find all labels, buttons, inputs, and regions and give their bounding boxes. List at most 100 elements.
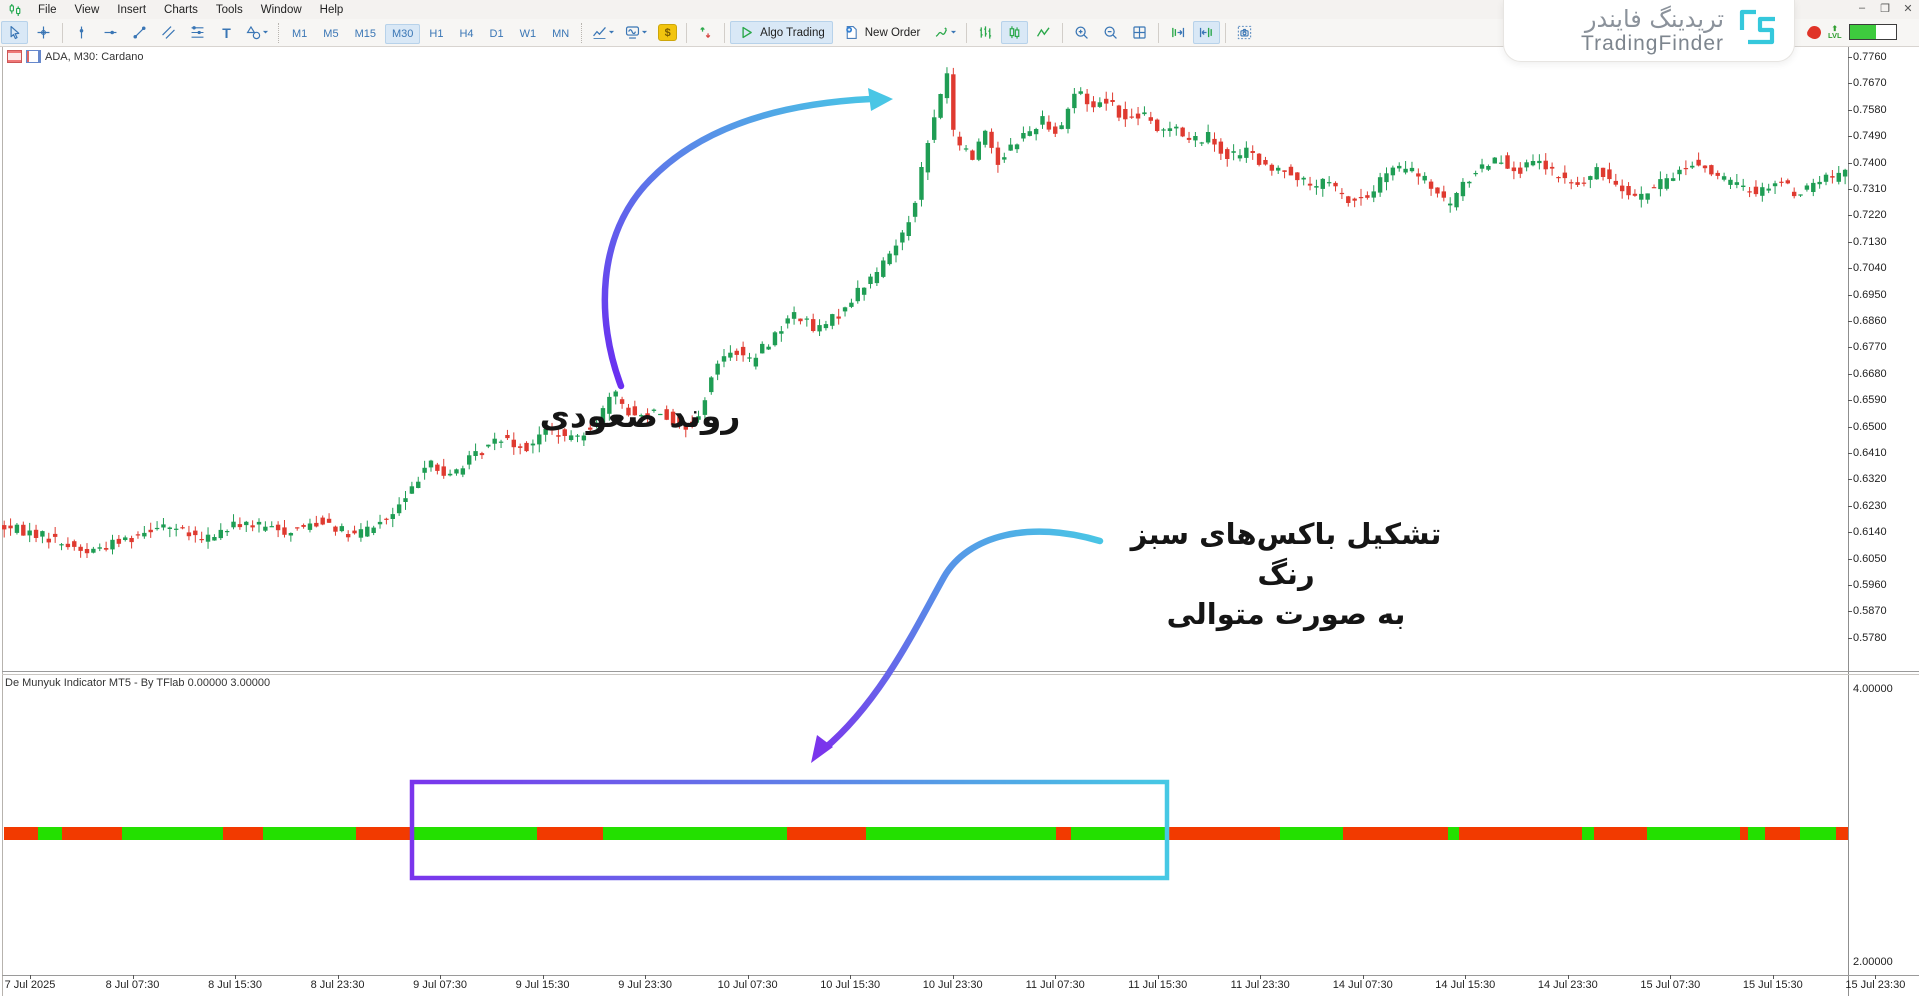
chart-type-button[interactable] — [588, 21, 619, 44]
price-tick — [1848, 532, 1852, 534]
zoom-out-button[interactable] — [1097, 21, 1124, 44]
timeframe-h1[interactable]: H1 — [429, 27, 444, 40]
time-label: 8 Jul 15:30 — [208, 979, 262, 991]
algo-trading-button[interactable]: Algo Trading — [730, 21, 833, 44]
vertical-line-tool-button[interactable] — [68, 21, 95, 44]
indicator-segment-green — [412, 827, 537, 840]
time-tick — [1362, 975, 1364, 979]
zoom-in-icon — [1075, 26, 1089, 40]
cursor-tool-button[interactable] — [1, 21, 28, 44]
buy-sell-arrows-button[interactable] — [692, 21, 719, 44]
minimize-button[interactable]: – — [1858, 2, 1866, 14]
menu-view[interactable]: View — [74, 3, 100, 16]
price-tick — [1848, 400, 1852, 402]
shift-chart-right-button[interactable] — [1164, 21, 1191, 44]
timeframe-m5[interactable]: M5 — [323, 27, 339, 40]
status-badges: ⬆ LVL — [1805, 23, 1897, 41]
price-label: 0.7310 — [1853, 183, 1887, 195]
indicator-segment-red — [537, 827, 603, 840]
timeframe-d1[interactable]: D1 — [489, 27, 504, 40]
price-label: 0.7670 — [1853, 77, 1887, 90]
time-label: 9 Jul 15:30 — [515, 979, 570, 991]
price-tick — [1848, 136, 1852, 138]
bars-view-button[interactable] — [972, 21, 999, 44]
algo-trading-label: Algo Trading — [760, 26, 825, 39]
menu-help[interactable]: Help — [319, 3, 344, 16]
time-label: 10 Jul 23:30 — [922, 979, 983, 991]
indicator-segment-red — [787, 827, 866, 840]
price-label: 0.7760 — [1853, 51, 1887, 63]
menu-window[interactable]: Window — [260, 3, 302, 16]
price-tick — [1848, 321, 1852, 322]
timeframe-m15[interactable]: M15 — [354, 27, 376, 40]
chevron-down-icon — [609, 30, 615, 34]
time-tick — [1772, 975, 1774, 979]
price-label: 0.6050 — [1853, 552, 1887, 565]
text-tool-button[interactable]: T — [222, 24, 231, 41]
close-button[interactable]: ✕ — [1903, 3, 1913, 15]
indicator-segment-red — [1459, 827, 1582, 840]
horizontal-line-tool-button[interactable] — [97, 21, 124, 44]
indicator-segment-green — [1800, 827, 1836, 840]
timeframe-m30[interactable]: M30 — [384, 23, 421, 44]
restore-button[interactable]: ❐ — [1880, 3, 1890, 15]
indicator-segment-green — [263, 827, 356, 840]
indicator-segment-green — [1448, 827, 1459, 840]
play-icon — [742, 26, 753, 39]
separator — [62, 22, 63, 43]
price-label: 0.6680 — [1853, 367, 1887, 380]
shift-chart-left-button[interactable] — [1193, 21, 1221, 44]
channel-tool-button[interactable] — [155, 21, 182, 44]
menu-insert[interactable]: Insert — [117, 3, 147, 16]
time-tick — [1465, 975, 1467, 979]
screenshot-button[interactable] — [1231, 21, 1258, 44]
indicator-window-button[interactable] — [621, 21, 652, 44]
candles-view-button[interactable] — [1001, 21, 1029, 44]
time-label: 14 Jul 23:30 — [1537, 979, 1598, 991]
zoom-in-button[interactable] — [1068, 21, 1095, 44]
indicator-segment-green — [1582, 827, 1594, 840]
price-tick — [1848, 294, 1852, 296]
price-label: 0.6230 — [1853, 499, 1887, 512]
level-badge: ⬆ LVL — [1828, 24, 1842, 40]
menu-tools[interactable]: Tools — [215, 3, 243, 16]
indicator-segment-green — [603, 827, 787, 840]
green-boxes-annotation: تشکیل باکس‌های سبز رنگ به صورت متوالی — [1098, 514, 1474, 634]
time-label: 8 Jul 07:30 — [105, 979, 160, 991]
price-tick — [1848, 268, 1852, 270]
crosshair-tool-button[interactable] — [30, 21, 57, 44]
brand-name-farsi: تریدینگ فایندر — [1584, 4, 1724, 33]
quick-chart-button[interactable] — [930, 21, 961, 44]
timeframe-m1[interactable]: M1 — [292, 27, 308, 40]
time-tick — [132, 975, 134, 979]
dollar-icon: $ — [658, 24, 678, 41]
tradingfinder-logo-icon — [1739, 9, 1775, 44]
time-tick — [30, 975, 31, 979]
timeframe-w1[interactable]: W1 — [519, 27, 537, 40]
indicator-segment-green — [1748, 827, 1765, 840]
time-label: 7 Jul 2025 — [4, 979, 56, 991]
fibonacci-tool-button[interactable] — [184, 21, 211, 44]
new-order-button[interactable]: New Order — [835, 21, 929, 44]
chart-mini-icon[interactable] — [26, 50, 41, 63]
shapes-tool-button[interactable] — [242, 21, 273, 44]
menu-file[interactable]: File — [38, 3, 57, 16]
price-tick — [1848, 83, 1852, 85]
level-progress-bar — [1848, 24, 1897, 40]
menu-charts[interactable]: Charts — [164, 3, 198, 16]
timeframe-h4[interactable]: H4 — [459, 27, 474, 40]
panel-divider[interactable] — [2, 671, 1919, 672]
price-label: 0.6140 — [1853, 526, 1887, 539]
time-label: 14 Jul 07:30 — [1332, 979, 1393, 991]
tile-windows-button[interactable] — [1126, 21, 1153, 44]
symbol-list-icon[interactable] — [7, 50, 22, 63]
market-watch-button[interactable]: $ — [654, 21, 681, 44]
indicator-segment-red — [1765, 827, 1800, 840]
trendline-tool-button[interactable] — [126, 21, 153, 44]
line-view-button[interactable] — [1030, 21, 1057, 44]
price-tick — [1848, 637, 1852, 639]
timeframe-mn[interactable]: MN — [552, 27, 570, 40]
indicator-segment-green — [866, 827, 1056, 840]
notification-icon[interactable] — [1805, 23, 1824, 41]
time-tick — [235, 975, 237, 979]
